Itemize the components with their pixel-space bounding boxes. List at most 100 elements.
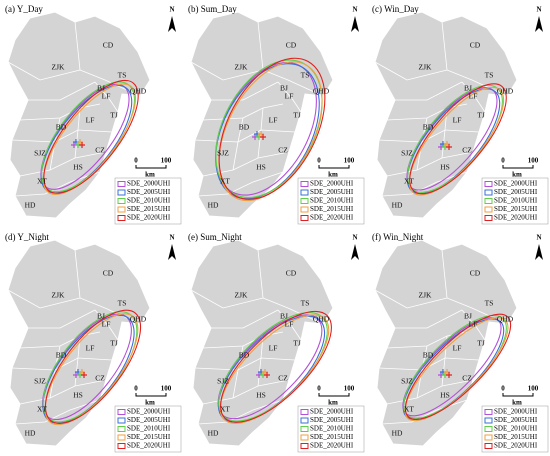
scale-label: 100 — [528, 157, 539, 165]
region-label: QHD — [313, 315, 330, 324]
region-label: SJZ — [34, 149, 46, 158]
legend-swatch — [484, 417, 493, 424]
legend-label: SDE_2000UHI — [494, 180, 538, 188]
legend-box — [114, 405, 182, 453]
region-label: XT — [404, 405, 414, 414]
north-arrow — [535, 244, 543, 260]
region-label: SJZ — [217, 377, 229, 386]
region-label: QHD — [313, 87, 330, 96]
legend-swatch — [484, 206, 493, 213]
region-label: TS — [485, 71, 494, 80]
region-label: BD — [239, 123, 250, 132]
legend-swatch — [117, 417, 126, 424]
region-border — [381, 399, 468, 425]
legend-swatch — [117, 198, 126, 204]
region-label: CD — [470, 41, 481, 50]
legend-label: SDE_2015UHI — [494, 433, 538, 441]
region-label: LF — [102, 92, 111, 101]
region-label: LF — [86, 344, 95, 353]
sde-ellipse — [219, 314, 330, 424]
legend-label: SDE_2000UHI — [310, 408, 354, 416]
legend-swatch — [300, 443, 309, 449]
region-border — [381, 171, 468, 197]
region-border — [416, 345, 428, 399]
region-border — [378, 129, 480, 143]
legend-label: SDE_2000UHI — [494, 408, 538, 416]
scale-label: 100 — [161, 385, 172, 393]
scale-bar — [318, 393, 350, 397]
legend-swatch — [300, 189, 309, 196]
legend-label: SDE_2000UHI — [127, 180, 171, 188]
sde-ellipse — [220, 310, 332, 423]
legend-swatch — [117, 181, 126, 187]
region-border — [386, 379, 474, 405]
region-label: CZ — [95, 146, 105, 155]
region-label: HD — [392, 429, 403, 438]
legend-label: SDE_2005UHI — [494, 416, 538, 424]
scale-label: 0 — [501, 157, 505, 165]
scale-bar — [502, 393, 534, 397]
scale-label: 100 — [344, 157, 355, 165]
region-label: BD — [56, 351, 67, 360]
region-label: LF — [469, 320, 478, 329]
legend-swatch — [117, 215, 126, 221]
scale-label: 100 — [161, 157, 172, 165]
region-label: BD — [423, 351, 434, 360]
legend-label: SDE_2010UHI — [494, 425, 538, 433]
legend-swatch — [300, 215, 309, 221]
north-label: N — [352, 6, 357, 14]
region-label: LF — [102, 320, 111, 329]
mean-center — [79, 142, 85, 148]
region-label: TJ — [477, 111, 485, 120]
legend-label: SDE_2020UHI — [494, 214, 538, 222]
region-border — [257, 107, 264, 159]
legend-label: SDE_2010UHI — [494, 197, 538, 205]
region-label: ZJK — [235, 63, 249, 72]
region-label: HS — [440, 391, 450, 400]
north-label: N — [169, 234, 174, 242]
region-label: TS — [301, 71, 310, 80]
region-border — [11, 129, 113, 143]
sde-ellipse — [43, 79, 139, 194]
region-border — [211, 81, 279, 101]
region-border — [14, 399, 101, 425]
region-border — [197, 171, 284, 197]
scale-label: km — [145, 171, 155, 179]
panel-title: (a) Y_Day — [5, 4, 43, 14]
legend-box — [297, 177, 365, 225]
region-label: BJ — [97, 84, 105, 93]
sde-ellipse — [218, 61, 323, 202]
region-label: TS — [301, 299, 310, 308]
region-label: XT — [220, 405, 230, 414]
legend-box — [297, 405, 365, 453]
region-label: BJ — [280, 84, 288, 93]
legend-label: SDE_2010UHI — [127, 197, 171, 205]
region-border — [94, 309, 119, 341]
north-label: N — [169, 6, 174, 14]
sde-ellipse — [404, 317, 509, 422]
scale-label: km — [328, 399, 338, 407]
region-border — [7, 289, 81, 309]
region-label: CD — [470, 269, 481, 278]
region-label: CZ — [278, 374, 288, 383]
sde-ellipse — [44, 313, 139, 426]
legend-swatch — [300, 417, 309, 424]
scale-label: km — [512, 171, 522, 179]
scale-label: 0 — [134, 385, 138, 393]
legend-label: SDE_2005UHI — [494, 188, 538, 196]
region-label: BD — [239, 351, 250, 360]
region-border — [28, 309, 96, 329]
legend-label: SDE_2005UHI — [310, 188, 354, 196]
legend-swatch — [484, 198, 493, 204]
region-label: TJ — [293, 339, 301, 348]
legend-swatch — [117, 409, 126, 415]
region-label: TS — [118, 299, 127, 308]
region-label: LF — [453, 116, 462, 125]
legend-swatch — [300, 434, 309, 441]
region-border — [74, 21, 141, 97]
scale-label: 0 — [317, 157, 321, 165]
region-label: BJ — [280, 312, 288, 321]
legend-label: SDE_2020UHI — [494, 442, 538, 450]
